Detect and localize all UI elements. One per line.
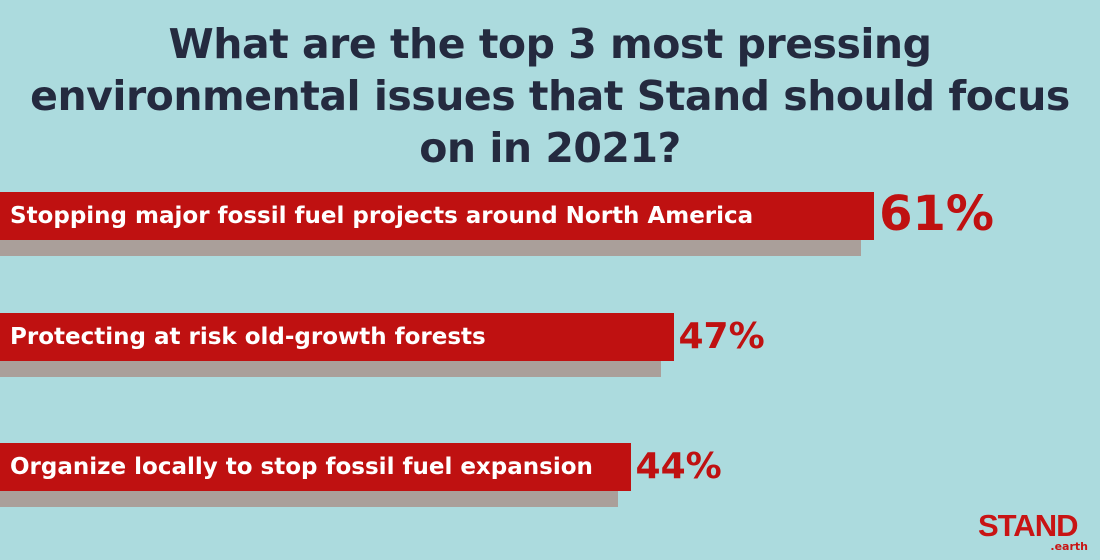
bar <box>0 443 631 491</box>
bar <box>0 192 875 240</box>
stand-earth-logo: STAND .earth <box>978 510 1090 554</box>
bar-shadow <box>0 240 862 256</box>
value-label: 44% <box>635 445 722 487</box>
bar <box>0 313 674 361</box>
value-label: 47% <box>678 315 765 357</box>
bar-shadow <box>0 491 618 507</box>
logo-text: STAND <box>978 508 1078 543</box>
category-label: Protecting at risk old-growth forests <box>10 324 486 350</box>
chart-title: What are the top 3 most pressing environ… <box>30 20 1070 172</box>
bar-shadow <box>0 361 661 377</box>
category-label: Organize locally to stop fossil fuel exp… <box>10 454 593 480</box>
category-label: Stopping major fossil fuel projects arou… <box>10 203 754 229</box>
value-label: 61% <box>879 186 995 243</box>
logo-subtext: .earth <box>1050 540 1088 553</box>
